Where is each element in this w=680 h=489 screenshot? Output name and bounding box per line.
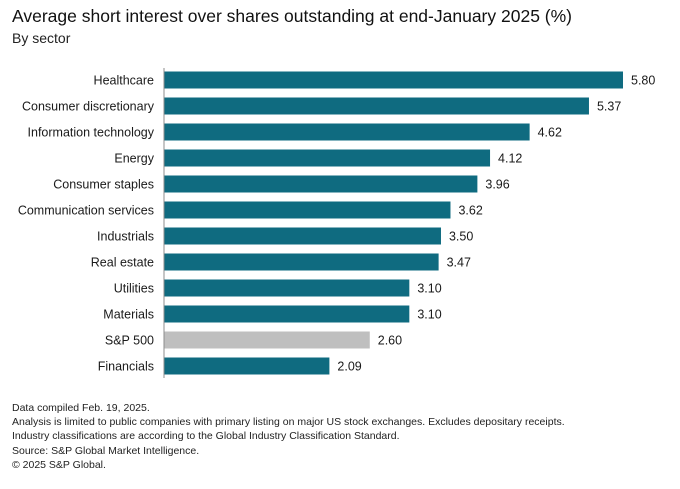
bar-real-estate — [164, 253, 439, 271]
value-label-financials: 2.09 — [337, 360, 361, 374]
chart-subtitle: By sector — [12, 30, 71, 46]
footnote-source: Source: S&P Global Market Intelligence. — [12, 444, 200, 457]
category-label-industrials: Industrials — [97, 230, 154, 244]
category-label-utilities: Utilities — [114, 282, 154, 296]
bar-energy — [164, 149, 491, 167]
value-label-consumer-staples: 3.96 — [485, 178, 509, 192]
category-label-consumer-staples: Consumer staples — [53, 178, 154, 192]
bar-industrials — [164, 227, 441, 245]
footnote-industry-classification: Industry classifications are according t… — [12, 430, 400, 443]
footnote-analysis-scope: Analysis is limited to public companies … — [12, 416, 565, 429]
bar-consumer-staples — [164, 175, 478, 193]
value-label-information-technology: 4.62 — [538, 126, 562, 140]
footnote-data-compiled: Data compiled Feb. 19, 2025. — [12, 402, 150, 414]
category-label-healthcare: Healthcare — [94, 74, 154, 88]
bar-financials — [164, 357, 330, 375]
bar-healthcare — [164, 71, 623, 89]
category-label-financials: Financials — [98, 360, 154, 374]
category-label-information-technology: Information technology — [28, 126, 155, 140]
footnote-copyright: © 2025 S&P Global. — [12, 458, 106, 471]
bar-materials — [164, 305, 410, 323]
value-label-real-estate: 3.47 — [447, 256, 471, 270]
category-label-real-estate: Real estate — [91, 256, 154, 270]
category-label-consumer-discretionary: Consumer discretionary — [22, 100, 155, 114]
category-label-sandp-500: S&P 500 — [105, 334, 154, 348]
value-label-industrials: 3.50 — [449, 230, 473, 244]
footnotes: Data compiled Feb. 19, 2025. Analysis is… — [12, 401, 565, 472]
value-label-consumer-discretionary: 5.37 — [597, 100, 621, 114]
value-label-sandp-500: 2.60 — [378, 334, 402, 348]
bar-sandp-500 — [164, 331, 370, 349]
bar-utilities — [164, 279, 410, 297]
value-label-utilities: 3.10 — [417, 282, 441, 296]
bar-information-technology — [164, 123, 530, 141]
value-label-communication-services: 3.62 — [458, 204, 482, 218]
bar-consumer-discretionary — [164, 97, 589, 115]
bar-chart: Healthcare 5.80 Consumer discretionary 5.37… — [18, 68, 655, 378]
value-label-energy: 4.12 — [498, 152, 522, 166]
bar-communication-services — [164, 201, 451, 219]
category-label-energy: Energy — [114, 152, 154, 166]
category-label-communication-services: Communication services — [18, 204, 154, 218]
value-label-materials: 3.10 — [417, 308, 441, 322]
category-label-materials: Materials — [103, 308, 154, 322]
chart-title: Average short interest over shares outst… — [12, 6, 572, 26]
value-label-healthcare: 5.80 — [631, 74, 655, 88]
